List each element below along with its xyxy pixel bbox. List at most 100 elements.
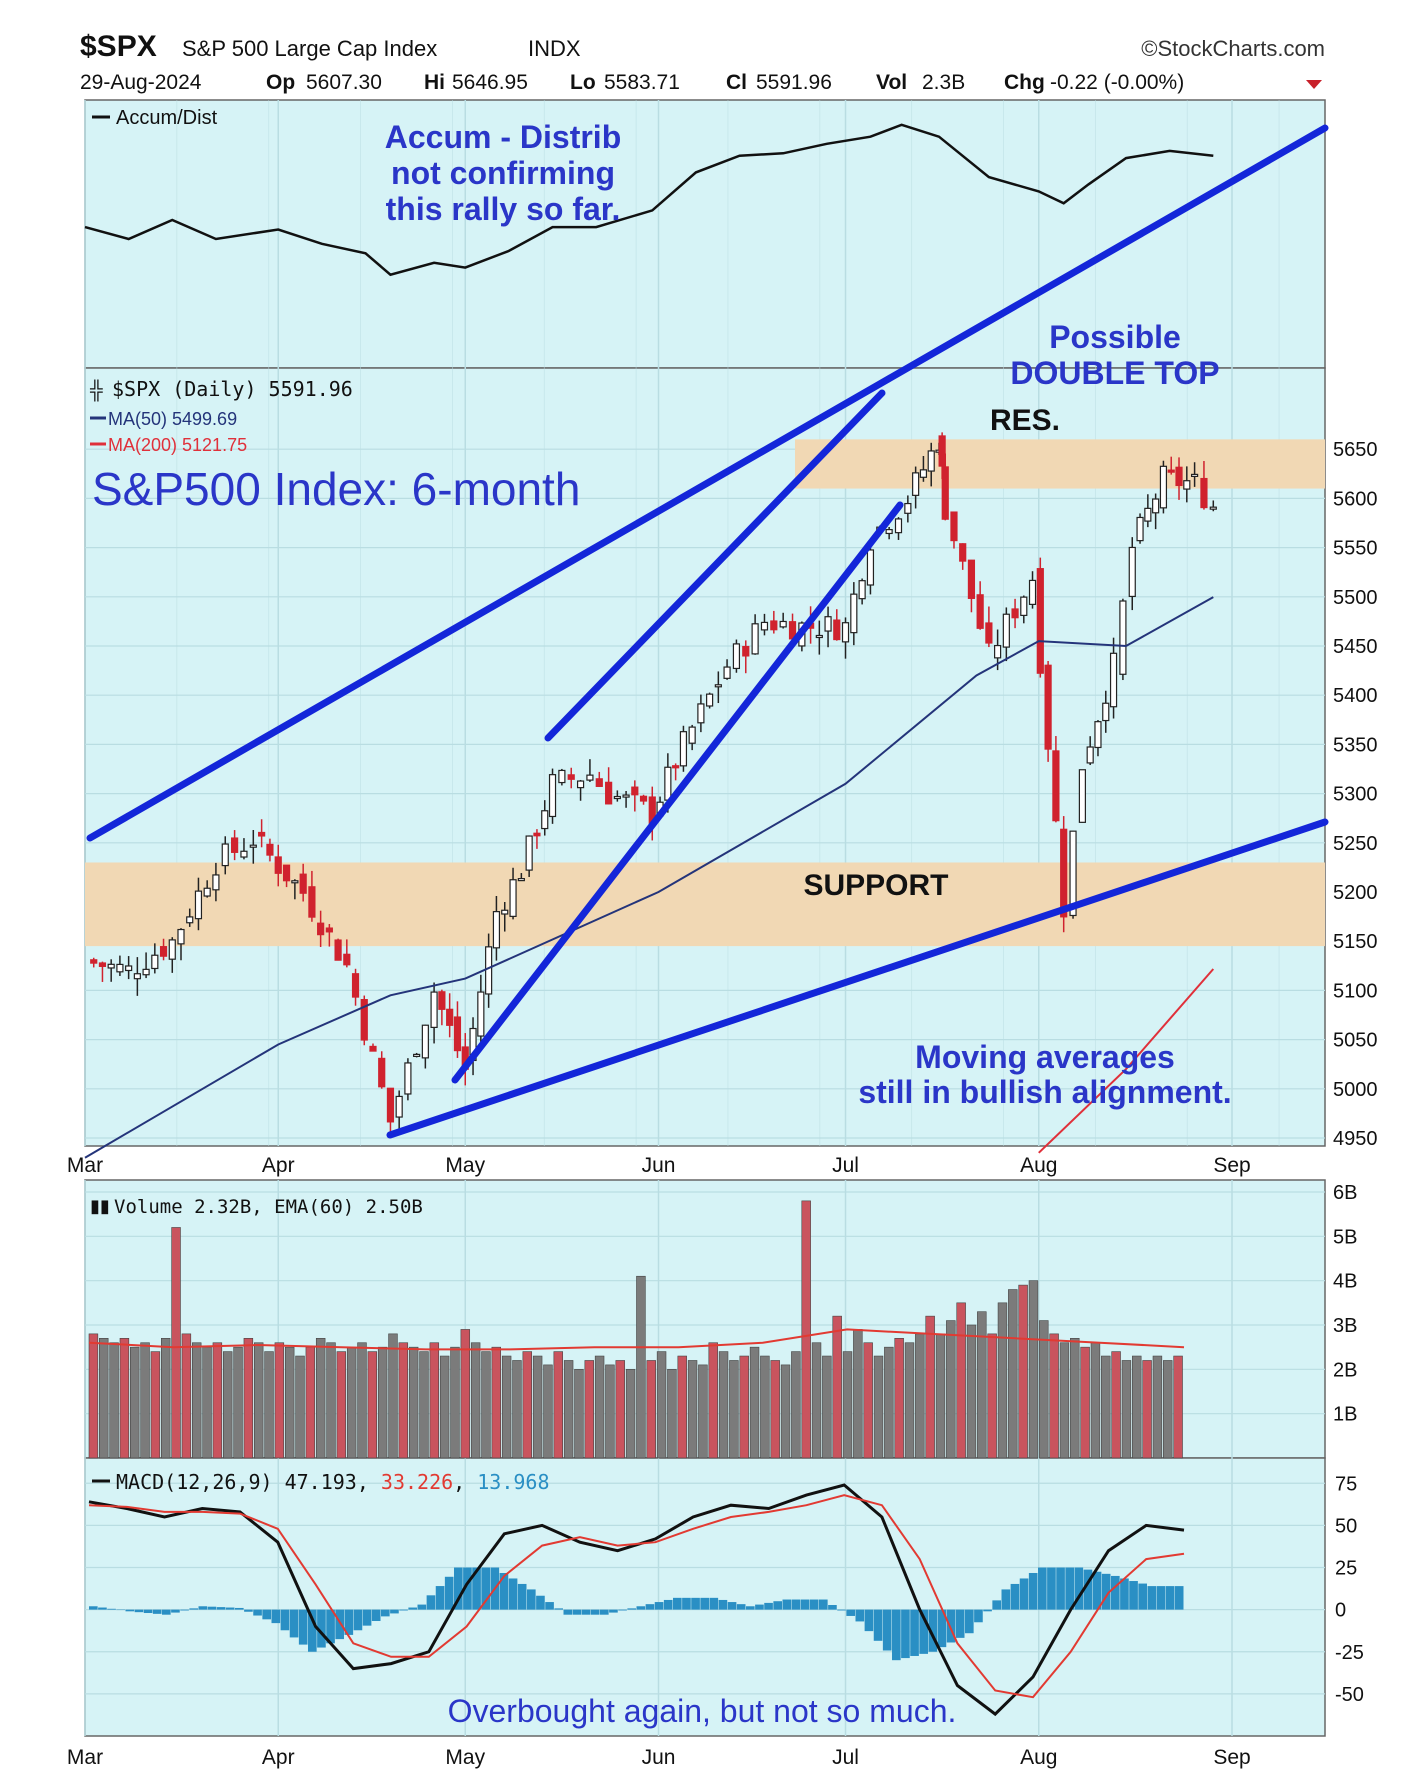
ma-annotation-line1: Moving averages	[915, 1039, 1175, 1075]
macd-histogram-bar	[527, 1589, 536, 1610]
candle-body	[231, 837, 239, 853]
volume-bar	[1152, 1355, 1163, 1459]
macd-histogram-bar	[654, 1602, 664, 1610]
candle-body	[1175, 466, 1183, 487]
ad-annotation-line1: Accum - Distrib	[385, 119, 621, 155]
double-top-annotation-line1: Possible	[1049, 319, 1181, 355]
macd-histogram-bar	[837, 1609, 846, 1611]
candle-body	[1069, 830, 1077, 917]
macd-histogram-bar	[864, 1609, 874, 1632]
quote-low-label: Lo	[570, 71, 596, 94]
chart-symbol: $SPX	[80, 30, 157, 63]
candle-body	[334, 939, 342, 961]
trendline-lower-channel	[386, 818, 1329, 1139]
month-tick-label: Apr	[262, 1154, 295, 1177]
volume-bar	[408, 1346, 419, 1459]
volume-bar	[305, 1346, 316, 1459]
quote-high: 5646.95	[452, 71, 528, 94]
macd-histogram-bar	[1092, 1571, 1102, 1610]
macd-histogram-bar	[581, 1609, 591, 1615]
candle-body	[1136, 516, 1144, 542]
volume-bar	[770, 1360, 780, 1459]
macd-histogram-bar	[809, 1599, 819, 1610]
macd-histogram-bar	[937, 1609, 947, 1648]
candle-body	[841, 622, 850, 643]
macd-histogram-bar	[727, 1602, 737, 1610]
volume-bar	[1101, 1355, 1111, 1459]
volume-bar	[1039, 1320, 1049, 1459]
candle-body	[1102, 702, 1110, 722]
macd-histogram-bar	[1065, 1567, 1074, 1610]
macd-histogram-bar	[855, 1609, 865, 1622]
candle-body	[541, 810, 549, 830]
month-tick-label: Jul	[832, 1746, 859, 1769]
macd-histogram-bar	[317, 1609, 326, 1648]
candle-body	[866, 549, 875, 586]
macd-histogram-bar	[955, 1609, 965, 1638]
source-credit: ©StockCharts.com	[1141, 36, 1325, 61]
macd-histogram-bar	[928, 1609, 938, 1652]
candle-body	[501, 909, 509, 915]
candle-body	[404, 1062, 412, 1095]
volume-bar	[357, 1342, 367, 1459]
trendline-wedge-bottom	[451, 501, 904, 1084]
volume-bar	[481, 1351, 491, 1459]
volume-bar	[553, 1351, 563, 1459]
macd-histogram-bar	[791, 1599, 801, 1610]
volume-bar	[915, 1333, 925, 1459]
candle-legend-icon: ╬	[89, 379, 103, 402]
volume-bar	[977, 1311, 987, 1459]
candle-body	[941, 466, 949, 520]
candle-body	[605, 781, 613, 805]
volume-bar	[233, 1346, 243, 1459]
macd-histogram-bar	[162, 1609, 171, 1615]
candle-body	[186, 916, 194, 924]
candle-body	[438, 991, 446, 1010]
candle-body	[706, 693, 714, 707]
candle-body	[1094, 721, 1102, 749]
macd-histogram-bar	[700, 1597, 709, 1610]
macd-hist-value: 13.968	[477, 1470, 549, 1494]
quote-line: 29-Aug-2024 Op 5607.30 Hi 5646.95 Lo 558…	[80, 71, 1184, 94]
candle-body	[760, 621, 769, 631]
macd-histogram-bar	[1001, 1589, 1011, 1610]
macd-histogram-bar	[225, 1607, 235, 1610]
volume-bar	[367, 1351, 378, 1459]
candle-body	[308, 886, 316, 918]
candle-body	[1060, 828, 1068, 918]
macd-histogram-bar	[1010, 1583, 1020, 1610]
volume-tick-label: 5B	[1333, 1226, 1357, 1248]
volume-bar	[884, 1346, 894, 1459]
macd-histogram-bar	[1083, 1569, 1093, 1610]
macd-histogram-bar	[563, 1609, 573, 1615]
volume-bar	[605, 1364, 615, 1459]
macd-histogram-bar	[454, 1567, 463, 1610]
macd-histogram-bar	[663, 1599, 673, 1610]
candle-body	[613, 795, 621, 800]
macd-histogram-bar	[554, 1608, 563, 1610]
candle-body	[586, 774, 594, 781]
volume-bar	[656, 1351, 667, 1459]
macd-histogram-bar	[508, 1578, 518, 1610]
macd-histogram-bar	[536, 1595, 545, 1610]
candle-body	[732, 643, 741, 670]
macd-histogram-bar	[892, 1609, 901, 1661]
candle-body	[151, 954, 159, 970]
candle-body	[533, 832, 541, 837]
support-band	[85, 862, 1325, 947]
candle-body	[509, 879, 517, 917]
volume-bar	[264, 1351, 274, 1459]
month-tick-label: Mar	[67, 1154, 103, 1177]
macd-histogram-bar	[1101, 1573, 1111, 1610]
candle-body	[894, 518, 903, 534]
candle-body	[850, 593, 858, 634]
candle-body	[116, 963, 124, 973]
macd-tick-label: 50	[1335, 1515, 1357, 1537]
volume-bar	[966, 1324, 977, 1459]
volume-bar	[925, 1315, 935, 1459]
candle-body	[904, 502, 912, 514]
volume-bar	[222, 1351, 233, 1459]
macd-histogram-bar	[444, 1576, 454, 1610]
macd-histogram-bar	[682, 1597, 691, 1610]
index-title: S&P500 Index: 6-month	[92, 463, 580, 515]
